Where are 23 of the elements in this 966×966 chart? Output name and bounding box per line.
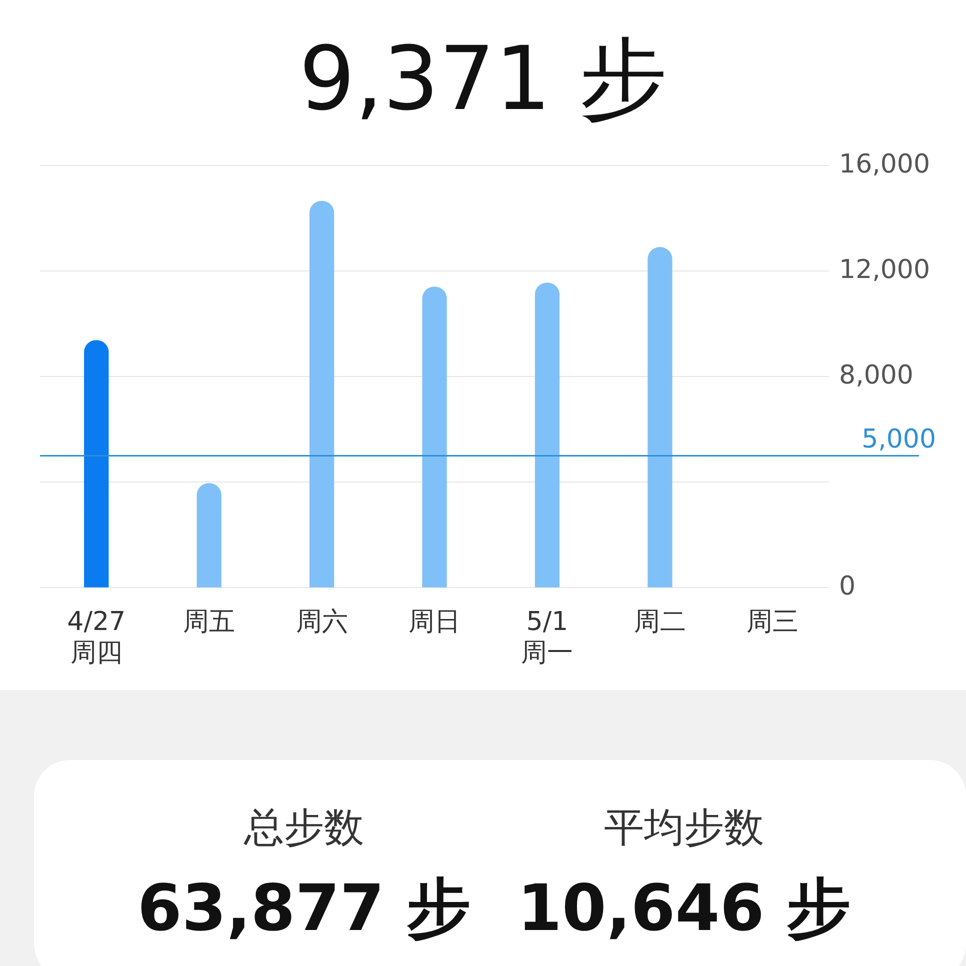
x-tick-label: 4/27 周四 xyxy=(67,606,126,668)
bar xyxy=(196,483,222,588)
text: 总步数 xyxy=(242,804,365,853)
y-tick-label: 0 xyxy=(839,571,856,602)
bar xyxy=(648,247,672,588)
chart-title: 9,371 步 xyxy=(298,26,668,132)
x-tick-label: 5/1 周一 xyxy=(521,606,574,668)
bar xyxy=(534,282,560,588)
x-tick-label: 周五 xyxy=(183,606,236,637)
x-tick-label: 周日 xyxy=(408,606,461,637)
bar xyxy=(309,200,334,588)
x-tick-label: 周二 xyxy=(634,606,686,637)
text: 平均步数 xyxy=(603,804,765,853)
y-tick-label: 16,000 xyxy=(839,149,930,180)
y-tick-label: 8,000 xyxy=(839,360,914,390)
ref-line-label: 5,000 xyxy=(862,424,936,454)
x-tick-label: 周六 xyxy=(296,606,348,637)
bar xyxy=(422,286,447,588)
y-tick-label: 12,000 xyxy=(839,254,930,285)
bar xyxy=(84,340,109,588)
text: 63,877 步 xyxy=(136,871,472,948)
x-tick-label: 周三 xyxy=(746,606,799,637)
text: 10,646 步 xyxy=(516,871,852,948)
